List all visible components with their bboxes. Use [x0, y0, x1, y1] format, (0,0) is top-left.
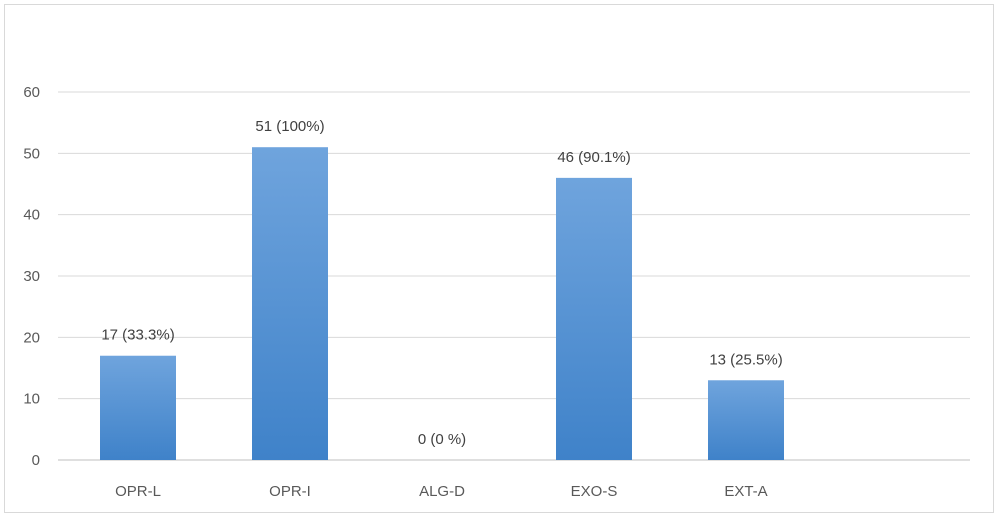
bar-opr-i — [252, 147, 328, 460]
x-tick-label-ext-a: EXT-A — [724, 483, 767, 500]
y-tick-label: 10 — [23, 391, 40, 408]
y-tick-label: 30 — [23, 268, 40, 285]
bar-ext-a — [708, 380, 784, 460]
x-tick-label-exo-s: EXO-S — [571, 483, 618, 500]
data-labels: 17 (33.3%) 51 (100%) 0 (0 %) 46 (90.1%) 13 (… — [101, 118, 782, 448]
data-label-opr-i: 51 (100%) — [255, 118, 324, 135]
x-axis-ticks: OPR-L OPR-I ALG-D EXO-S EXT-A — [115, 483, 768, 500]
y-tick-label: 50 — [23, 145, 40, 162]
x-tick-label-alg-d: ALG-D — [419, 483, 465, 500]
y-tick-label: 0 — [32, 452, 40, 469]
data-label-ext-a: 13 (25.5%) — [709, 351, 782, 368]
y-tick-label: 40 — [23, 207, 40, 224]
bar-exo-s — [556, 177, 632, 460]
y-tick-label: 60 — [23, 84, 40, 101]
data-label-exo-s: 46 (90.1%) — [557, 149, 630, 166]
x-tick-label-opr-i: OPR-I — [269, 483, 311, 500]
gridlines — [58, 91, 970, 461]
x-tick-label-opr-l: OPR-L — [115, 483, 161, 500]
y-axis-ticks: 0 10 20 30 40 50 60 — [23, 84, 40, 469]
y-tick-label: 20 — [23, 329, 40, 346]
data-label-alg-d: 0 (0 %) — [418, 431, 466, 448]
data-label-opr-l: 17 (33.3%) — [101, 327, 174, 344]
bar-opr-l — [100, 355, 176, 460]
bars — [100, 147, 784, 460]
